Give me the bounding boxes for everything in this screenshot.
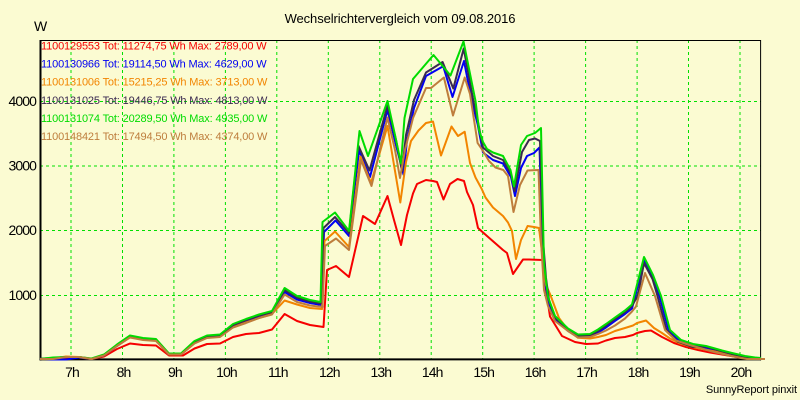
svg-text:18h: 18h: [628, 364, 649, 380]
svg-text:9h: 9h: [168, 364, 182, 380]
svg-text:W: W: [34, 18, 48, 34]
svg-text:1000: 1000: [8, 287, 37, 303]
svg-text:16h: 16h: [525, 364, 546, 380]
svg-text:20h: 20h: [731, 364, 752, 380]
svg-text:14h: 14h: [422, 364, 443, 380]
svg-text:8h: 8h: [117, 364, 131, 380]
svg-text:1100131025 Tot: 19446,75 Wh Ma: 1100131025 Tot: 19446,75 Wh Max: 4813,00…: [41, 95, 268, 107]
svg-text:10h: 10h: [216, 364, 237, 380]
svg-text:17h: 17h: [576, 364, 597, 380]
svg-text:3000: 3000: [8, 158, 37, 174]
svg-text:15h: 15h: [473, 364, 494, 380]
svg-text:SunnyReport pinxit: SunnyReport pinxit: [706, 384, 797, 396]
svg-text:1100148421 Tot: 17494,50 Wh Ma: 1100148421 Tot: 17494,50 Wh Max: 4374,00…: [41, 131, 268, 143]
svg-text:13h: 13h: [370, 364, 391, 380]
svg-text:1100129553 Tot: 11274,75 Wh Ma: 1100129553 Tot: 11274,75 Wh Max: 2789,00…: [41, 41, 267, 53]
svg-text:1100131006 Tot: 15215,25 Wh Ma: 1100131006 Tot: 15215,25 Wh Max: 3713,00…: [41, 77, 268, 89]
svg-text:2000: 2000: [8, 222, 37, 238]
svg-text:12h: 12h: [319, 364, 340, 380]
svg-text:4000: 4000: [8, 93, 37, 109]
svg-text:7h: 7h: [65, 364, 79, 380]
svg-text:1100131074 Tot: 20289,50 Wh Ma: 1100131074 Tot: 20289,50 Wh Max: 4935,00…: [41, 113, 268, 125]
svg-text:19h: 19h: [679, 364, 700, 380]
svg-text:Wechselrichtervergleich vom 09: Wechselrichtervergleich vom 09.08.2016: [285, 11, 516, 26]
svg-text:11h: 11h: [268, 364, 288, 380]
svg-text:1100130966 Tot: 19114,50 Wh Ma: 1100130966 Tot: 19114,50 Wh Max: 4629,00…: [41, 59, 267, 71]
